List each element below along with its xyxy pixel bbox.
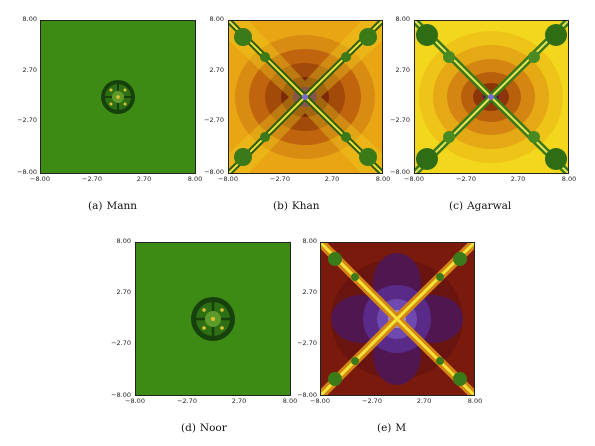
y-tick-max: 8.00	[22, 15, 37, 23]
x-tick-max: 8.00	[375, 175, 391, 183]
fractal-plot-mann	[40, 20, 196, 174]
y-tick-min: −8.00	[17, 168, 37, 176]
x-tick-min: −8.00	[125, 397, 145, 405]
x-tick-lower: −2.70	[270, 175, 290, 183]
x-tick-min: −8.00	[30, 175, 50, 183]
y-tick-lower: −2.70	[297, 339, 317, 347]
x-tick-max: 8.00	[561, 175, 577, 183]
caption-agarwal: (c) Agarwal	[449, 200, 512, 212]
x-tick-upper: 2.70	[231, 397, 247, 405]
y-tick-max: 8.00	[302, 237, 317, 245]
x-tick-upper: 2.70	[136, 175, 152, 183]
fractal-plot-m	[320, 242, 475, 396]
y-tick-max: 8.00	[116, 237, 131, 245]
y-tick-min: −8.00	[297, 391, 317, 399]
fractal-plot-agarwal	[414, 20, 569, 174]
y-tick-upper: 2.70	[209, 66, 224, 74]
caption-mann: (a) Mann	[88, 200, 137, 212]
caption-noor: (d) Noor	[181, 422, 227, 434]
y-tick-lower: −2.70	[111, 339, 131, 347]
y-tick-upper: 2.70	[22, 66, 37, 74]
y-tick-max: 8.00	[209, 15, 224, 23]
y-tick-upper: 2.70	[302, 288, 317, 296]
x-tick-lower: −2.70	[362, 397, 382, 405]
x-tick-min: −8.00	[310, 397, 330, 405]
x-tick-max: 8.00	[467, 397, 483, 405]
x-tick-lower: −2.70	[456, 175, 476, 183]
fractal-plot-noor	[135, 242, 291, 396]
x-tick-lower: −2.70	[82, 175, 102, 183]
fractal-plot-khan	[228, 20, 383, 174]
y-tick-lower: −2.70	[390, 116, 410, 124]
y-tick-min: −8.00	[390, 168, 410, 176]
caption-khan: (b) Khan	[273, 200, 320, 212]
caption-m: (e) M	[377, 422, 407, 434]
y-tick-upper: 2.70	[395, 66, 410, 74]
x-tick-lower: −2.70	[177, 397, 197, 405]
y-tick-min: −8.00	[111, 391, 131, 399]
y-tick-lower: −2.70	[204, 116, 224, 124]
x-tick-upper: 2.70	[324, 175, 340, 183]
x-tick-max: 8.00	[282, 397, 298, 405]
x-tick-upper: 2.70	[510, 175, 526, 183]
y-tick-max: 8.00	[395, 15, 410, 23]
x-tick-min: −8.00	[218, 175, 238, 183]
x-tick-min: −8.00	[404, 175, 424, 183]
y-tick-lower: −2.70	[17, 116, 37, 124]
x-tick-max: 8.00	[187, 175, 203, 183]
x-tick-upper: 2.70	[416, 397, 432, 405]
y-tick-upper: 2.70	[116, 288, 131, 296]
y-tick-min: −8.00	[204, 168, 224, 176]
